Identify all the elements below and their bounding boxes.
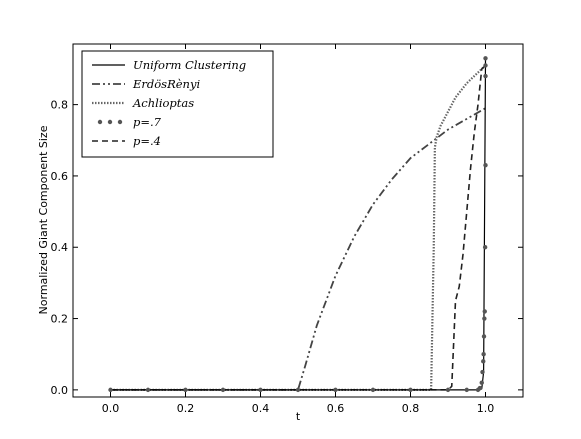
series-point-p07 [481, 352, 486, 357]
series-point-p07 [108, 387, 113, 393]
x-tick-label: 0.4 [252, 402, 270, 415]
series-point-p07 [481, 359, 486, 364]
series-point-p07 [220, 387, 226, 393]
y-tick-label: 0.0 [51, 384, 69, 397]
series-point-p07 [370, 387, 376, 393]
series-group [108, 56, 488, 393]
series-point-p07 [483, 56, 488, 61]
series-point-p07 [481, 334, 487, 339]
series-point-p07 [183, 387, 188, 393]
legend-label: Uniform Clustering [133, 58, 246, 72]
y-axis-label: Normalized Giant Component Size [37, 125, 50, 314]
series-point-p07 [482, 316, 487, 321]
series-point-p07 [480, 369, 485, 375]
axis-ticks: 0.0 0.2 0.4 0.6 0.8 1.0 0.0 0.2 0.4 0.6 0.8 [51, 44, 523, 415]
legend-marker [107, 119, 113, 125]
legend-marker [97, 119, 103, 125]
y-tick-label: 0.2 [51, 313, 69, 326]
x-axis-label: t [296, 410, 301, 423]
x-tick-label: 0.2 [177, 402, 195, 415]
series-point-p07 [333, 387, 338, 393]
series-point-p07 [482, 245, 488, 250]
series-point-p07 [464, 387, 469, 393]
series-point-p07 [483, 73, 488, 79]
legend-label: ErdösRènyi [132, 77, 200, 91]
series-point-p07 [483, 163, 488, 168]
y-tick-label: 0.4 [51, 241, 69, 254]
legend-label: Achlioptas [132, 96, 194, 110]
series-point-p07 [477, 385, 483, 391]
series-point-p07 [408, 387, 413, 393]
legend-label: p=.4 [133, 134, 161, 148]
legend-marker [117, 119, 123, 125]
y-tick-label: 0.8 [51, 99, 69, 112]
y-tick-label: 0.6 [51, 170, 69, 183]
series-line-dashed [110, 64, 487, 391]
legend-label: p=.7 [133, 115, 162, 129]
series-point-p07 [145, 387, 151, 393]
x-tick-label: 0.6 [327, 402, 345, 415]
x-tick-label: 0.0 [102, 402, 120, 415]
series-point-p07 [479, 380, 484, 385]
series-point-p07 [295, 387, 301, 393]
series-point-p07 [445, 387, 451, 393]
x-tick-label: 0.8 [402, 402, 420, 415]
series-point-p07 [483, 63, 488, 68]
series-point-p07 [482, 309, 487, 314]
x-tick-label: 1.0 [477, 402, 495, 415]
series-point-p07 [258, 387, 263, 393]
legend: Uniform Clustering ErdösRènyi Achlioptas p=… [81, 50, 274, 158]
